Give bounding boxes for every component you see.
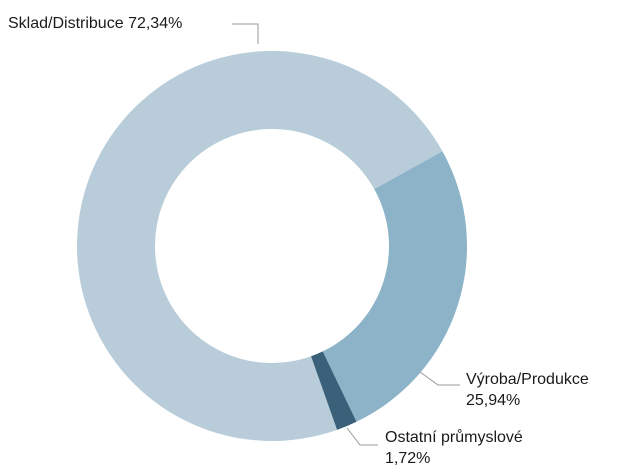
- value-label: 72,34%: [128, 15, 182, 32]
- slice: [311, 351, 357, 430]
- leader-line: [419, 371, 460, 386]
- slice-label: Sklad/Distribuce 72,34%: [8, 15, 182, 32]
- slice: [322, 151, 468, 422]
- value-label: 1,72%: [385, 450, 430, 466]
- category-label: Sklad/Distribuce: [8, 15, 124, 32]
- slice: [77, 51, 443, 442]
- value-label: 25,94%: [466, 392, 520, 409]
- slices: [77, 51, 468, 442]
- leader-line: [232, 23, 259, 44]
- leader-line: [346, 427, 378, 446]
- category-label: Ostatní průmyslové: [385, 428, 523, 446]
- category-label: Výroba/Produkce: [466, 371, 589, 388]
